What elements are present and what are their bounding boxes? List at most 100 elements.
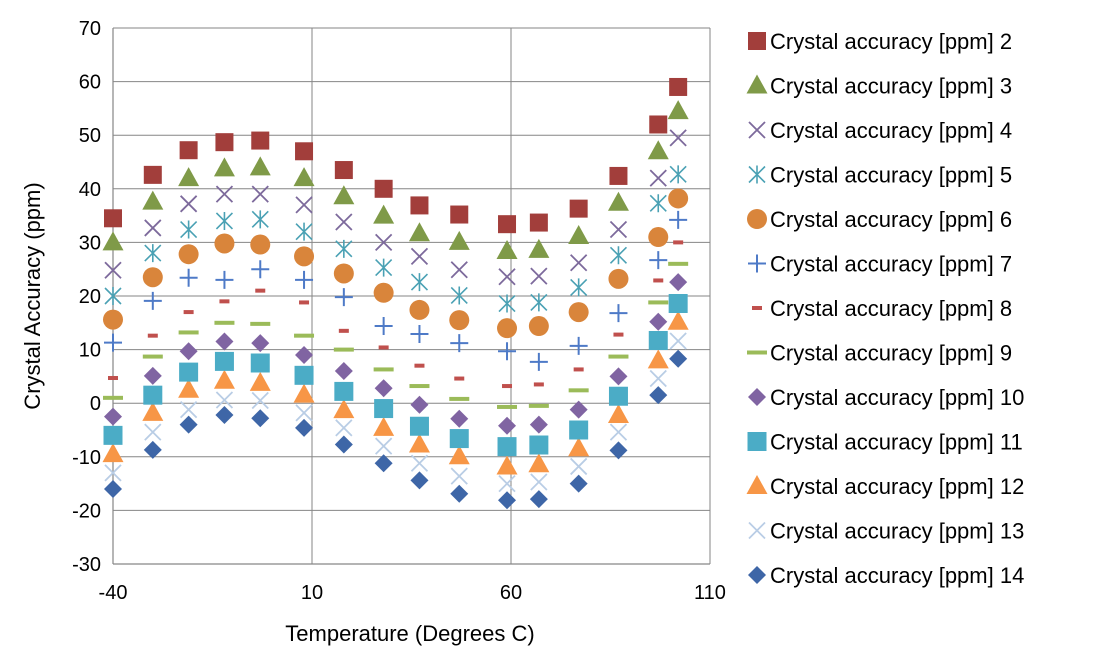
plus-marker bbox=[450, 334, 469, 353]
triangle-marker bbox=[293, 383, 315, 403]
x-marker bbox=[498, 474, 516, 493]
dash-marker bbox=[103, 395, 123, 400]
square-marker bbox=[179, 362, 199, 382]
x-marker bbox=[104, 261, 122, 279]
triangle-marker bbox=[213, 157, 235, 177]
legend-item: Crystal accuracy [ppm] 3 bbox=[746, 74, 1012, 99]
diamond-marker bbox=[295, 418, 314, 437]
triangle-marker bbox=[647, 349, 669, 369]
square-marker bbox=[668, 294, 688, 314]
dash-marker bbox=[528, 403, 549, 408]
legend: Crystal accuracy [ppm] 2 Crystal accuracy… bbox=[746, 29, 1024, 588]
triangle-marker bbox=[746, 74, 768, 94]
legend-item: Crystal accuracy [ppm] 7 bbox=[748, 252, 1012, 277]
x-marker bbox=[104, 464, 122, 482]
triangle-marker bbox=[607, 191, 629, 211]
dash-marker bbox=[533, 382, 544, 387]
series-14 bbox=[104, 349, 688, 510]
asterisk-marker bbox=[295, 222, 313, 241]
plus-marker bbox=[529, 352, 548, 371]
square-marker bbox=[609, 166, 628, 185]
circle-marker bbox=[142, 267, 163, 288]
circle-marker bbox=[373, 282, 394, 303]
square-marker bbox=[669, 77, 688, 96]
legend-item: Crystal accuracy [ppm] 5 bbox=[748, 163, 1012, 188]
dash-marker bbox=[747, 350, 767, 355]
square-marker bbox=[450, 205, 469, 224]
legend-item: Crystal accuracy [ppm] 10 bbox=[748, 385, 1024, 410]
dash-marker bbox=[333, 347, 354, 352]
triangle-marker bbox=[528, 238, 550, 258]
plus-marker bbox=[669, 210, 688, 229]
square-marker bbox=[648, 330, 668, 350]
diamond-marker bbox=[295, 345, 314, 364]
legend-item: Crystal accuracy [ppm] 14 bbox=[748, 563, 1024, 588]
triangle-marker bbox=[568, 437, 590, 457]
x-marker bbox=[570, 254, 588, 272]
diamond-marker bbox=[374, 454, 393, 473]
x-marker bbox=[450, 467, 468, 485]
circle-marker bbox=[668, 188, 689, 209]
triangle-marker bbox=[607, 403, 629, 423]
square-marker bbox=[409, 416, 429, 436]
circle-marker bbox=[214, 233, 235, 254]
dash-marker bbox=[668, 261, 689, 266]
asterisk-marker bbox=[498, 294, 516, 313]
triangle-marker bbox=[408, 433, 430, 453]
x-marker bbox=[295, 196, 313, 214]
dash-marker bbox=[573, 367, 584, 372]
dash-marker bbox=[219, 299, 230, 304]
square-marker bbox=[215, 133, 234, 152]
plus-marker bbox=[179, 268, 198, 287]
asterisk-marker bbox=[570, 278, 588, 297]
legend-label: Crystal accuracy [ppm] 4 bbox=[770, 118, 1012, 143]
dash-marker bbox=[142, 354, 163, 359]
square-marker bbox=[179, 141, 198, 160]
diamond-marker bbox=[569, 400, 588, 419]
legend-item: Crystal accuracy [ppm] 13 bbox=[748, 519, 1024, 544]
plus-marker bbox=[143, 291, 162, 310]
legend-label: Crystal accuracy [ppm] 12 bbox=[770, 474, 1024, 499]
diamond-marker bbox=[529, 415, 548, 434]
asterisk-marker bbox=[410, 273, 429, 292]
diamond-marker bbox=[450, 484, 469, 503]
diamond-marker bbox=[251, 334, 270, 353]
x-axis-title: Temperature (Degrees C) bbox=[285, 621, 534, 646]
y-tick-label: -10 bbox=[72, 447, 101, 469]
x-marker bbox=[144, 219, 162, 237]
diamond-marker bbox=[569, 474, 588, 493]
y-tick-label: 50 bbox=[79, 125, 101, 147]
series-8 bbox=[108, 240, 684, 389]
legend-label: Crystal accuracy [ppm] 10 bbox=[770, 385, 1024, 410]
legend-item: Crystal accuracy [ppm] 6 bbox=[747, 207, 1012, 232]
square-marker bbox=[251, 131, 270, 150]
diamond-marker bbox=[215, 405, 234, 424]
x-marker bbox=[335, 213, 353, 231]
diamond-marker bbox=[649, 312, 668, 331]
plus-marker bbox=[569, 336, 588, 355]
series-9 bbox=[103, 261, 689, 409]
plus-marker bbox=[748, 254, 766, 273]
x-marker bbox=[748, 121, 766, 139]
plus-marker bbox=[334, 288, 353, 307]
circle-marker bbox=[250, 234, 271, 255]
dash-marker bbox=[338, 328, 349, 333]
asterisk-marker bbox=[530, 293, 548, 312]
square-marker bbox=[747, 432, 767, 451]
y-tick-label: 20 bbox=[79, 286, 101, 308]
x-marker bbox=[649, 169, 667, 187]
dash-marker bbox=[373, 367, 394, 372]
square-marker bbox=[103, 425, 123, 445]
series-7 bbox=[104, 210, 688, 371]
legend-label: Crystal accuracy [ppm] 2 bbox=[770, 29, 1012, 54]
dash-marker bbox=[178, 330, 199, 335]
legend-label: Crystal accuracy [ppm] 9 bbox=[770, 341, 1012, 366]
dash-marker bbox=[299, 300, 310, 305]
diamond-marker bbox=[410, 471, 429, 490]
square-marker bbox=[497, 437, 517, 457]
circle-marker bbox=[449, 310, 470, 331]
diamond-marker bbox=[609, 367, 628, 386]
triangle-marker bbox=[408, 222, 430, 242]
series-12 bbox=[102, 310, 689, 475]
